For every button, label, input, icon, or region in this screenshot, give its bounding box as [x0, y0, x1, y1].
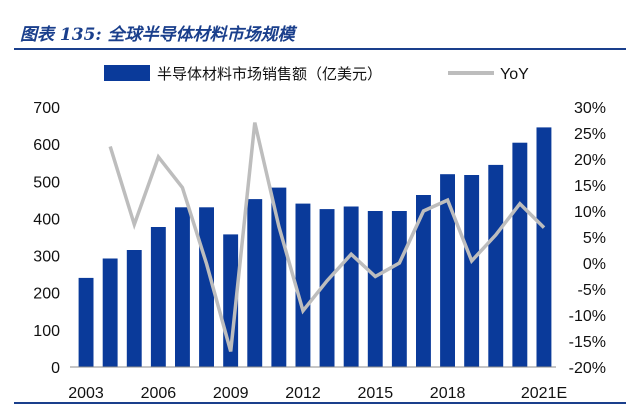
y-left-tick-label: 100 — [33, 323, 60, 340]
y-left-tick-label: 300 — [33, 249, 60, 266]
x-tick-label: 2003 — [68, 385, 104, 402]
bar-2005 — [126, 250, 142, 367]
y-right-tick-label: 5% — [583, 230, 606, 247]
bar-2003 — [78, 277, 94, 367]
bar-2007 — [175, 207, 190, 367]
y-right-tick-label: 20% — [574, 152, 606, 169]
bar-2020 — [488, 164, 504, 367]
y-right-tick-label: 15% — [574, 178, 606, 195]
bar-2018 — [440, 174, 455, 367]
y-left-tick-label: 600 — [33, 137, 60, 154]
bar-2015 — [367, 211, 383, 367]
bar-2021E — [536, 127, 552, 368]
bar-2011 — [271, 187, 287, 367]
bar-2013 — [319, 209, 335, 367]
title-divider — [14, 48, 626, 50]
x-tick-label: 2015 — [358, 385, 394, 402]
figure-title: 图表 135: 全球半导体材料市场规模 — [20, 25, 295, 45]
bar-2006 — [150, 227, 166, 367]
bar-2016 — [391, 211, 407, 367]
bar-2019 — [464, 175, 480, 367]
bar-2014 — [343, 206, 359, 367]
bar-2017 — [416, 195, 431, 367]
y-left-tick-label: 200 — [33, 286, 60, 303]
legend-line-label: YoY — [500, 66, 529, 83]
x-tick-label: 2018 — [430, 385, 466, 402]
y-right-tick-label: 0% — [583, 256, 606, 273]
y-left-tick-label: 400 — [33, 211, 60, 228]
bar-2012 — [295, 203, 311, 367]
y-right-tick-label: 25% — [574, 126, 606, 143]
x-tick-label: 2006 — [141, 385, 177, 402]
x-tick-label: 2021E — [521, 385, 567, 402]
y-left-tick-label: 500 — [33, 174, 60, 191]
x-tick-label: 2012 — [285, 385, 321, 402]
bar-2021 — [512, 142, 528, 367]
x-tick-label: 2009 — [213, 385, 249, 402]
y-right-tick-label: 10% — [574, 204, 606, 221]
y-left-tick-label: 0 — [51, 360, 60, 377]
bottom-divider — [14, 402, 626, 404]
y-right-tick-label: -15% — [569, 334, 606, 351]
bar-2010 — [247, 199, 263, 367]
legend-bar-swatch — [104, 65, 150, 81]
y-right-tick-label: -20% — [569, 360, 606, 377]
bar-2004 — [102, 258, 118, 367]
legend-bar-label: 半导体材料市场销售额（亿美元） — [157, 65, 382, 83]
y-left-tick-label: 700 — [33, 100, 60, 117]
y-right-tick-label: 30% — [574, 100, 606, 117]
y-right-tick-label: -5% — [578, 282, 606, 299]
y-right-tick-label: -10% — [569, 308, 606, 325]
